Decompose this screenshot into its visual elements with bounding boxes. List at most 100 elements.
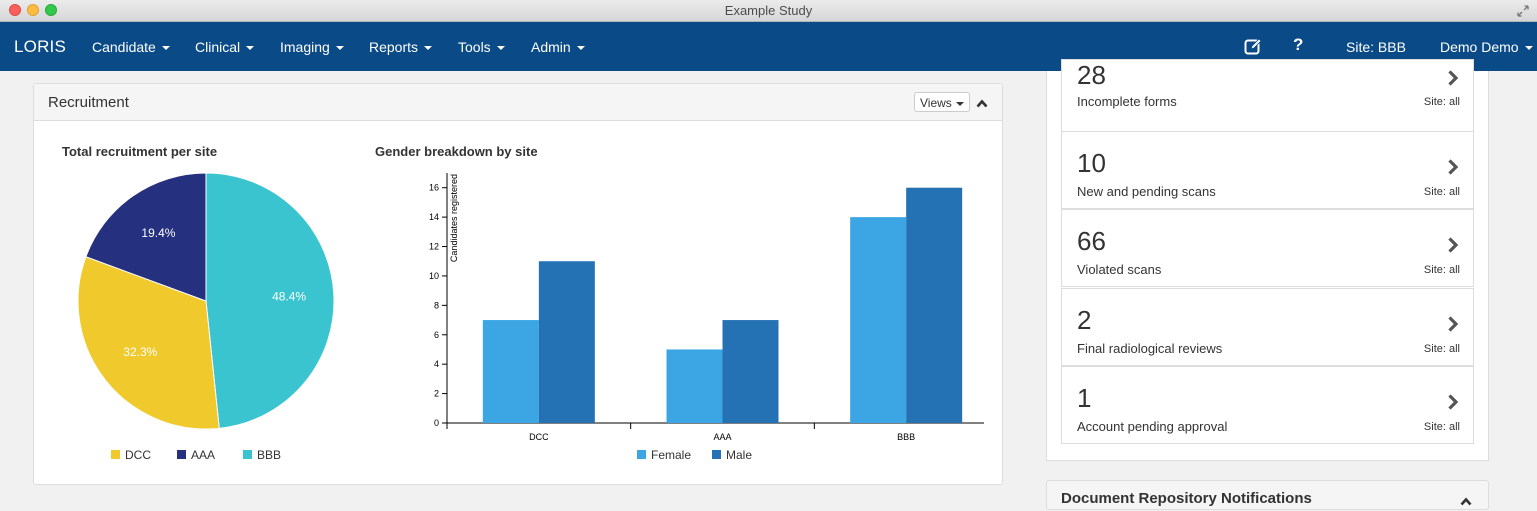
stat-count: 10 (1077, 148, 1106, 178)
stat-site: Site: all (1423, 186, 1460, 198)
pie-slice-label: 32.3% (123, 345, 157, 359)
stat-radiological-reviews[interactable]: 2 Final radiological reviews Site: all (1061, 288, 1474, 366)
y-axis-label: Candidates registered (449, 174, 459, 262)
stat-label: Final radiological reviews (1077, 341, 1223, 356)
views-dropdown-button[interactable]: Views (914, 92, 970, 112)
caret-down-icon (424, 46, 433, 51)
pie-slice-label: 48.4% (272, 290, 306, 304)
stat-accounts-pending[interactable]: 1 Account pending approval Site: all (1061, 366, 1474, 444)
nav-menu-label: Clinical (195, 39, 241, 55)
nav-menu-label: Admin (531, 39, 571, 55)
chevron-up-icon[interactable] (1460, 493, 1472, 511)
site-indicator: Site: BBB (1346, 39, 1406, 55)
legend-label: Female (651, 448, 691, 462)
panel-title: Recruitment (48, 94, 129, 111)
stat-count: 28 (1077, 60, 1106, 90)
legend-swatch (177, 450, 186, 459)
nav-menu-label: Imaging (280, 39, 330, 55)
stat-label: New and pending scans (1077, 184, 1216, 199)
document-repository-panel: Document Repository Notifications (1046, 480, 1489, 510)
edit-icon[interactable] (1244, 37, 1263, 61)
stat-count: 66 (1077, 226, 1106, 256)
stat-label: Account pending approval (1077, 419, 1228, 434)
bar-female-bbb (850, 217, 907, 423)
chevron-right-icon (1447, 393, 1459, 416)
bar-male-dcc (538, 261, 595, 423)
nav-menu-candidate[interactable]: Candidate (92, 39, 170, 55)
stat-site: Site: all (1423, 343, 1460, 355)
recruitment-panel: Recruitment Views Total recruitment per … (33, 83, 1003, 485)
stat-count: 1 (1077, 383, 1092, 413)
nav-menu-clinical[interactable]: Clinical (195, 39, 255, 55)
window-titlebar: Example Study (0, 0, 1537, 22)
views-label: Views (920, 96, 952, 110)
stat-new-pending-scans[interactable]: 10 New and pending scans Site: all (1061, 131, 1474, 209)
bar-male-aaa (722, 320, 779, 423)
bar-female-aaa (666, 349, 723, 423)
chevron-right-icon (1447, 315, 1459, 338)
legend-label: AAA (191, 448, 215, 462)
stat-site: Site: all (1423, 421, 1460, 433)
legend-label: DCC (125, 448, 151, 462)
y-tick-label: 2 (434, 389, 439, 399)
chevron-up-icon[interactable] (976, 95, 988, 113)
y-tick-label: 6 (434, 330, 439, 340)
legend-item-male: Male (712, 448, 752, 462)
stat-site: Site: all (1423, 264, 1460, 276)
legend-swatch (712, 450, 721, 459)
nav-menu-admin[interactable]: Admin (531, 39, 585, 55)
legend-item-dcc: DCC (111, 448, 151, 462)
y-tick-label: 14 (429, 212, 439, 222)
caret-down-icon (955, 101, 964, 106)
legend-swatch (111, 450, 120, 459)
user-menu[interactable]: Demo Demo (1440, 39, 1533, 55)
window-maximize-button[interactable] (45, 4, 57, 16)
caret-down-icon (496, 46, 505, 51)
stat-incomplete-forms[interactable]: 28 Incomplete forms Site: all (1061, 59, 1474, 137)
window-minimize-button[interactable] (27, 4, 39, 16)
caret-down-icon (246, 46, 255, 51)
legend-item-bbb: BBB (243, 448, 281, 462)
y-tick-label: 16 (429, 183, 439, 193)
nav-menu-reports[interactable]: Reports (369, 39, 433, 55)
legend-swatch (637, 450, 646, 459)
stat-label: Incomplete forms (1077, 94, 1177, 109)
chevron-right-icon (1447, 69, 1459, 92)
chevron-right-icon (1447, 158, 1459, 181)
legend-swatch (243, 450, 252, 459)
help-icon[interactable]: ? (1293, 35, 1304, 54)
stat-violated-scans[interactable]: 66 Violated scans Site: all (1061, 209, 1474, 287)
legend-label: BBB (257, 448, 281, 462)
statistics-panel: 28 Incomplete forms Site: all 10 New and… (1046, 59, 1489, 461)
x-tick-label: AAA (713, 432, 731, 442)
nav-menu-tools[interactable]: Tools (458, 39, 505, 55)
y-tick-label: 10 (429, 271, 439, 281)
caret-down-icon (1524, 46, 1533, 51)
nav-menu-imaging[interactable]: Imaging (280, 39, 344, 55)
user-name: Demo Demo (1440, 39, 1519, 55)
stat-site: Site: all (1423, 96, 1460, 108)
chevron-right-icon (1447, 236, 1459, 259)
document-panel-title: Document Repository Notifications (1061, 490, 1312, 507)
pie-slice-bbb (205, 172, 335, 429)
stat-label: Violated scans (1077, 262, 1162, 277)
y-tick-label: 0 (434, 418, 439, 428)
pie-slice-dcc (77, 256, 220, 430)
caret-down-icon (161, 46, 170, 51)
y-tick-label: 12 (429, 242, 439, 252)
window-title: Example Study (724, 3, 813, 18)
x-tick-label: BBB (897, 432, 915, 442)
fullscreen-icon[interactable] (1517, 4, 1529, 22)
bar-chart-title: Gender breakdown by site (375, 144, 538, 159)
caret-down-icon (335, 46, 344, 51)
legend-label: Male (726, 448, 752, 462)
nav-menu-label: Tools (458, 39, 491, 55)
pie-chart-title: Total recruitment per site (62, 144, 218, 159)
legend-item-female: Female (637, 448, 691, 462)
window-close-button[interactable] (9, 4, 21, 16)
x-tick-label: DCC (529, 432, 549, 442)
bar-female-dcc (482, 320, 539, 423)
pie-slice-aaa (85, 172, 207, 302)
y-tick-label: 4 (434, 359, 439, 369)
brand-logo[interactable]: LORIS (14, 37, 67, 56)
